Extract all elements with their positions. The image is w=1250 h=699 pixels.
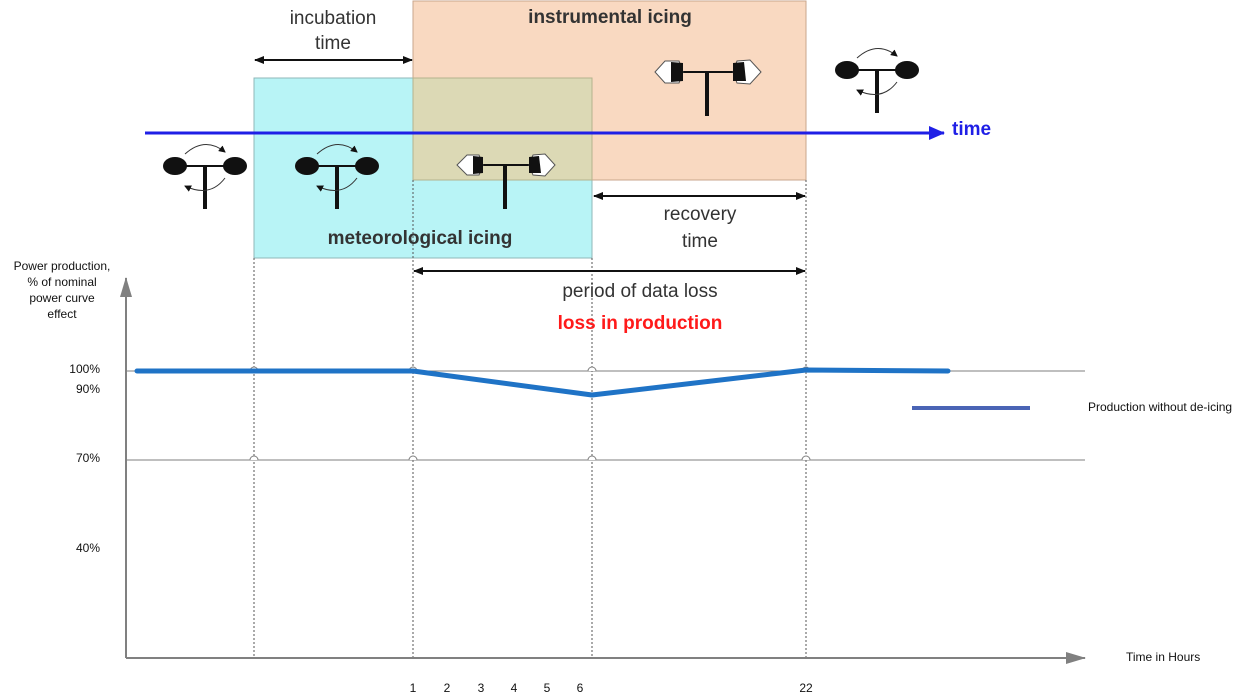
incubation-label-line2: time <box>315 33 351 54</box>
production-series-line <box>134 367 951 398</box>
anemometer-icon <box>295 144 379 209</box>
y-tick-label: 40% <box>75 541 100 555</box>
x-tick-label: 3 <box>477 681 485 695</box>
anemometer-icon <box>163 144 247 209</box>
meteorological-icing-label: meteorological icing <box>327 228 513 249</box>
time-axis-label: time <box>952 119 992 140</box>
x-tick-label: 2 <box>443 681 451 695</box>
instrumental-icing-label: instrumental icing <box>528 7 692 28</box>
y-axis-title-line4: effect <box>47 307 77 321</box>
y-tick-label: 70% <box>75 451 100 465</box>
anemometer-icon <box>835 48 919 113</box>
x-tick-label: 6 <box>576 681 584 695</box>
data-loss-label: period of data loss <box>562 281 718 302</box>
y-axis-title-line3: power curve <box>29 291 95 305</box>
recovery-label-line2: time <box>682 231 718 252</box>
y-axis-title-line1: Power production, <box>13 259 111 273</box>
legend-label: Production without de-icing <box>1088 400 1233 414</box>
overlap-region <box>412 77 593 181</box>
y-tick-label: 90% <box>75 382 100 396</box>
recovery-label-line1: recovery <box>663 204 737 225</box>
x-tick-label: 22 <box>799 681 813 695</box>
iced-anemometer-icon <box>456 153 556 209</box>
iced-anemometer-icon <box>654 59 762 116</box>
incubation-label-line1: incubation <box>289 8 377 29</box>
x-tick-label: 4 <box>510 681 518 695</box>
loss-in-production-label: loss in production <box>557 313 723 334</box>
x-axis-title: Time in Hours <box>1126 650 1201 664</box>
x-tick-label: 5 <box>543 681 551 695</box>
y-axis-title-line2: % of nominal <box>27 275 97 289</box>
x-tick-label: 1 <box>409 681 417 695</box>
y-tick-label: 100% <box>69 362 100 376</box>
